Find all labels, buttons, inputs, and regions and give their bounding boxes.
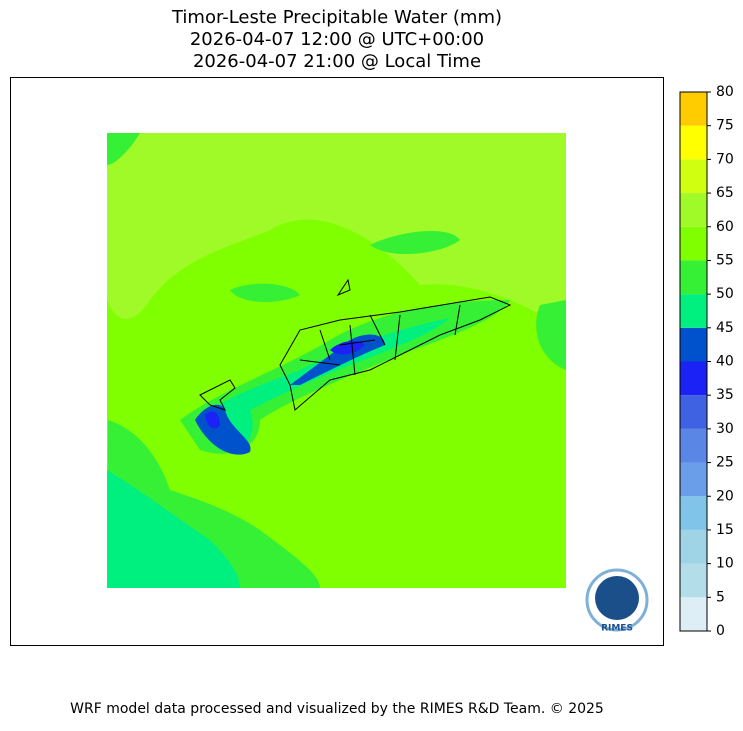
borders [199,278,512,411]
island-outline [279,296,512,411]
field [205,411,220,429]
colorbar-tick-label: 55 [716,252,734,268]
colorbar-band [680,92,707,126]
logo: RIMES [585,568,649,634]
colorbar-band [680,529,707,564]
colorbar-band [680,462,707,497]
colorbar-tick-label: 30 [716,421,734,437]
colorbar-tick-label: 5 [716,589,725,605]
field [107,133,140,165]
colorbar-tick-label: 35 [716,387,734,403]
field [107,470,240,588]
field [330,340,365,355]
colorbar-tick-label: 15 [716,522,734,538]
map [107,133,566,588]
enclave [199,379,236,411]
atauro [336,278,351,297]
colorbar-band [680,361,707,396]
colorbar-tick-label: 10 [716,556,734,572]
colorbar: 0 5 10 15 20 25 30 35 40 45 50 55 60 65 70 75 80 [679,84,734,639]
colorbar-tick-label: 50 [716,286,734,302]
colorbar-tick-label: 45 [716,320,734,336]
logo-globe [595,576,639,620]
colorbar-band [680,294,707,328]
colorbar-tick-label: 40 [716,354,734,370]
colorbar-tick-label: 80 [716,84,734,100]
colorbar-band [680,597,707,631]
district-lines [299,304,461,376]
colorbar-band [680,260,707,295]
logo-text: RIMES [601,624,633,634]
field [180,300,510,454]
field [107,133,566,330]
footer: WRF model data processed and visualized … [70,701,604,717]
time-utc: 2026-04-07 12:00 @ UTC+00:00 [190,29,484,50]
colorbar-tick-label: 25 [716,455,734,471]
colorbar-tick-label: 70 [716,151,734,167]
colorbar-band [680,159,707,194]
colorbar-tick-label: 65 [716,185,734,201]
colorbar-band [680,193,707,227]
colorbar-tick-label: 20 [716,488,734,504]
title: Timor-Leste Precipitable Water (mm) [171,7,502,28]
colorbar-band [680,125,707,160]
field [536,300,566,370]
colorbar-tick-label: 0 [716,623,725,639]
colorbar-tick-label: 75 [716,118,734,134]
colorbar-band [680,563,707,598]
colorbar-band [680,428,707,463]
colorbar-tick-label: 60 [716,219,734,235]
colorbar-band [680,327,707,362]
field [370,230,460,255]
field [230,283,300,302]
colorbar-band [680,395,707,429]
colorbar-band [680,226,707,261]
time-local: 2026-04-07 21:00 @ Local Time [193,51,481,72]
colorbar-band [680,496,707,530]
